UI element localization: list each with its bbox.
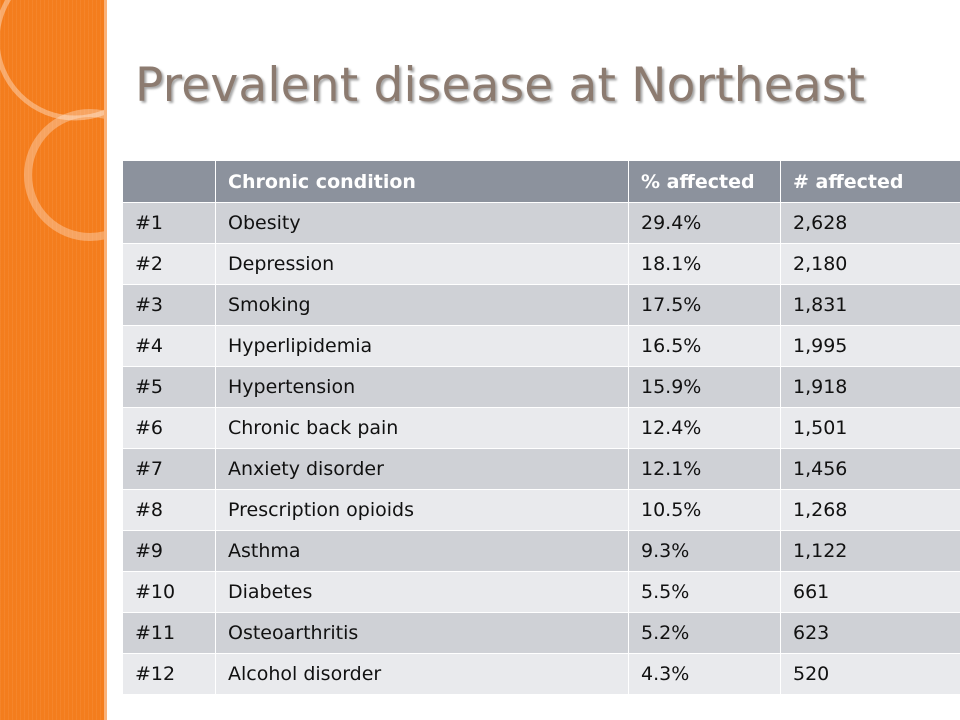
cell-condition: Smoking	[215, 284, 629, 326]
cell-percent: 12.4%	[628, 407, 781, 449]
cell-condition: Depression	[215, 243, 629, 285]
header-condition: Chronic condition	[215, 160, 629, 203]
cell-count: 1,918	[780, 366, 960, 408]
slide-title: Prevalent disease at Northeast	[135, 58, 866, 113]
table-row: #4 Hyperlipidemia 16.5% 1,995	[122, 325, 960, 367]
cell-count: 1,501	[780, 407, 960, 449]
cell-count: 520	[780, 653, 960, 695]
table-row: #6 Chronic back pain 12.4% 1,501	[122, 407, 960, 449]
cell-rank: #9	[122, 530, 216, 572]
cell-count: 661	[780, 571, 960, 613]
cell-rank: #8	[122, 489, 216, 531]
cell-rank: #7	[122, 448, 216, 490]
cell-percent: 16.5%	[628, 325, 781, 367]
cell-count: 623	[780, 612, 960, 654]
cell-condition: Hyperlipidemia	[215, 325, 629, 367]
cell-count: 1,831	[780, 284, 960, 326]
table-header-row: Chronic condition % affected # affected	[122, 160, 960, 203]
header-percent: % affected	[628, 160, 781, 203]
decorative-side-stripe	[0, 0, 104, 720]
cell-rank: #10	[122, 571, 216, 613]
cell-rank: #11	[122, 612, 216, 654]
cell-percent: 17.5%	[628, 284, 781, 326]
cell-percent: 15.9%	[628, 366, 781, 408]
cell-condition: Prescription opioids	[215, 489, 629, 531]
cell-count: 1,456	[780, 448, 960, 490]
cell-percent: 10.5%	[628, 489, 781, 531]
cell-condition: Hypertension	[215, 366, 629, 408]
cell-percent: 9.3%	[628, 530, 781, 572]
cell-count: 2,628	[780, 202, 960, 244]
table-row: #1 Obesity 29.4% 2,628	[122, 202, 960, 244]
table-row: #3 Smoking 17.5% 1,831	[122, 284, 960, 326]
cell-rank: #2	[122, 243, 216, 285]
cell-rank: #4	[122, 325, 216, 367]
table-row: #2 Depression 18.1% 2,180	[122, 243, 960, 285]
cell-condition: Osteoarthritis	[215, 612, 629, 654]
cell-condition: Alcohol disorder	[215, 653, 629, 695]
table-row: #11 Osteoarthritis 5.2% 623	[122, 612, 960, 654]
cell-count: 1,268	[780, 489, 960, 531]
cell-percent: 29.4%	[628, 202, 781, 244]
cell-percent: 12.1%	[628, 448, 781, 490]
stripe-edge	[104, 0, 107, 720]
header-rank	[122, 160, 216, 203]
cell-rank: #5	[122, 366, 216, 408]
cell-condition: Anxiety disorder	[215, 448, 629, 490]
disease-table: Chronic condition % affected # affected …	[122, 160, 960, 695]
header-count: # affected	[780, 160, 960, 203]
cell-condition: Chronic back pain	[215, 407, 629, 449]
cell-percent: 18.1%	[628, 243, 781, 285]
table-row: #5 Hypertension 15.9% 1,918	[122, 366, 960, 408]
cell-rank: #3	[122, 284, 216, 326]
decorative-circles	[0, 0, 104, 241]
cell-condition: Diabetes	[215, 571, 629, 613]
cell-rank: #12	[122, 653, 216, 695]
cell-count: 1,122	[780, 530, 960, 572]
cell-percent: 5.5%	[628, 571, 781, 613]
table-row: #7 Anxiety disorder 12.1% 1,456	[122, 448, 960, 490]
cell-condition: Asthma	[215, 530, 629, 572]
cell-count: 2,180	[780, 243, 960, 285]
cell-count: 1,995	[780, 325, 960, 367]
cell-condition: Obesity	[215, 202, 629, 244]
table-row: #8 Prescription opioids 10.5% 1,268	[122, 489, 960, 531]
cell-rank: #6	[122, 407, 216, 449]
table-row: #12 Alcohol disorder 4.3% 520	[122, 653, 960, 695]
table-row: #9 Asthma 9.3% 1,122	[122, 530, 960, 572]
cell-percent: 5.2%	[628, 612, 781, 654]
cell-percent: 4.3%	[628, 653, 781, 695]
cell-rank: #1	[122, 202, 216, 244]
table-row: #10 Diabetes 5.5% 661	[122, 571, 960, 613]
